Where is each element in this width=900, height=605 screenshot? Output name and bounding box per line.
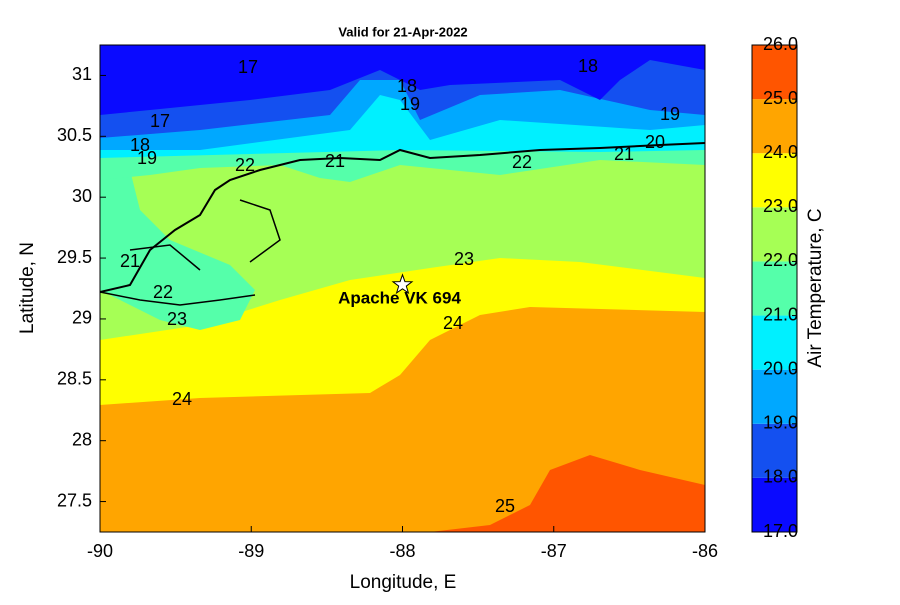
colorbar-band	[752, 369, 797, 424]
coastline	[100, 142, 705, 293]
contour-label: 23	[454, 249, 474, 269]
x-tick-label: -86	[692, 541, 718, 561]
colorbar-tick-label: 25.0	[763, 88, 798, 108]
colorbar-tick-label: 24.0	[763, 142, 798, 162]
colorbar-tick-label: 19.0	[763, 413, 798, 433]
contour-label: 19	[137, 148, 157, 168]
contour-label: 17	[238, 57, 258, 77]
contour-label: 21	[120, 251, 140, 271]
station-marker	[391, 273, 414, 295]
colorbar-tick-label: 17.0	[763, 521, 798, 541]
y-tick-label: 28.5	[57, 369, 92, 389]
x-tick-label: -89	[238, 541, 264, 561]
colorbar-tick-label: 23.0	[763, 196, 798, 216]
colorbar-tick-label: 20.0	[763, 358, 798, 378]
colorbar-tick-label: 18.0	[763, 467, 798, 487]
contour-label: 20	[645, 132, 665, 152]
y-tick-label: 28	[72, 429, 92, 449]
contour-label: 22	[512, 152, 532, 172]
x-tick-label: -90	[87, 541, 113, 561]
colorbar-tick-label: 21.0	[763, 304, 798, 324]
contour-label: 24	[172, 389, 192, 409]
y-tick-label: 27.5	[57, 490, 92, 510]
contour-labels: 17 18 18 19 17 19 18 19 20 22 21 22 21 2…	[120, 56, 680, 516]
colorbar-band	[752, 153, 797, 208]
contour-label: 18	[130, 135, 150, 155]
contour-label: 24	[443, 313, 463, 333]
colorbar-band	[752, 99, 797, 154]
contour-label: 18	[397, 76, 417, 96]
band-fill	[100, 45, 705, 115]
contour-label: 21	[325, 151, 345, 171]
colorbar-band	[752, 477, 797, 532]
colorbar-band	[752, 315, 797, 370]
colorbar-label: Air Temperature, C	[805, 208, 826, 367]
contour-label: 22	[153, 282, 173, 302]
contour-label: 21	[614, 144, 634, 164]
band-fill	[100, 150, 255, 330]
contour-label: 19	[660, 104, 680, 124]
contour-fills	[100, 45, 705, 532]
y-tick-label: 30	[72, 186, 92, 206]
band-fill	[430, 455, 705, 532]
colorbar-tick-label: 22.0	[763, 250, 798, 270]
contour-label: 23	[167, 309, 187, 329]
contour-label: 18	[578, 56, 598, 76]
colorbar-band	[752, 423, 797, 478]
colorbar-band	[752, 261, 797, 316]
y-axis-label: Latitude, N	[17, 242, 38, 334]
colorbar-band	[752, 45, 797, 100]
contour-label: 22	[235, 155, 255, 175]
colorbar-tick-label: 26.0	[763, 34, 798, 54]
x-tick-label: -87	[541, 541, 567, 561]
chart-title: Valid for 21-Apr-2022	[338, 24, 467, 39]
station-label: Apache VK 694	[338, 288, 461, 307]
contour-label: 19	[400, 94, 420, 114]
y-tick-label: 31	[72, 64, 92, 84]
x-tick-label: -88	[389, 541, 415, 561]
x-axis-label: Longitude, E	[350, 572, 457, 593]
colorbar-frame	[751, 44, 798, 533]
y-tick-label: 30.5	[57, 125, 92, 145]
coastline	[100, 199, 281, 306]
y-tick-label: 29.5	[57, 247, 92, 267]
contour-label: 17	[150, 111, 170, 131]
y-tick-label: 29	[72, 308, 92, 328]
colorbar-band	[752, 207, 797, 262]
contour-label: 25	[495, 496, 515, 516]
